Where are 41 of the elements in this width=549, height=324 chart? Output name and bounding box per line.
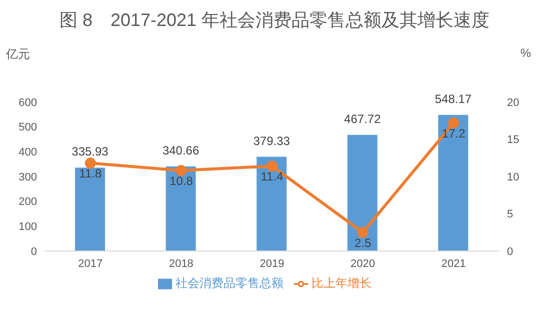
legend-label: 社会消费品零售总额 <box>176 276 284 290</box>
point <box>357 226 368 238</box>
data-label: 11.4 <box>260 170 284 184</box>
x-tick-label: 2021 <box>441 258 466 270</box>
y-tick-label: 100 <box>18 221 37 234</box>
point <box>176 165 187 176</box>
data-label: 340.66 <box>162 143 200 158</box>
y2-tick-label: 0 <box>507 246 514 258</box>
data-label: 335.93 <box>72 144 109 159</box>
y-tick-label: 500 <box>18 122 37 134</box>
point <box>448 117 460 128</box>
y-tick-label: 400 <box>18 146 37 159</box>
x-tick-label: 2017 <box>78 258 103 270</box>
x-tick-label: 2018 <box>168 258 194 270</box>
data-label: 10.8 <box>170 174 194 188</box>
data-label: 379.33 <box>253 134 290 148</box>
point <box>266 160 278 172</box>
bar <box>75 168 105 251</box>
y2-tick-label: 20 <box>507 96 520 109</box>
chart-title: 图 8 2017-2021 年社会消费品零售总额及其增长速度 <box>58 9 491 32</box>
x-tick-label: 2019 <box>260 258 284 270</box>
y-axis-title: 亿元 <box>6 46 30 63</box>
y-tick-label: 300 <box>18 171 37 184</box>
data-label: 548.17 <box>434 92 472 106</box>
legend-label: 比上年增长 <box>312 276 372 290</box>
y2-tick-label: 15 <box>507 134 520 146</box>
bar <box>166 166 196 251</box>
y-tick-label: 200 <box>18 196 37 208</box>
data-label: 11.8 <box>79 166 102 181</box>
data-label: 2.5 <box>354 236 372 250</box>
y2-tick-label: 10 <box>507 171 520 184</box>
data-label: 467.72 <box>344 112 382 126</box>
point <box>84 158 96 169</box>
y-tick-label: 600 <box>18 96 37 109</box>
x-tick-label: 2020 <box>350 258 376 270</box>
bar <box>256 156 287 251</box>
y2-tick-label: 5 <box>507 208 514 221</box>
bar <box>438 114 468 251</box>
bar <box>347 134 378 251</box>
y2-axis-title: % <box>520 46 531 60</box>
y-tick-label: 0 <box>30 246 37 258</box>
